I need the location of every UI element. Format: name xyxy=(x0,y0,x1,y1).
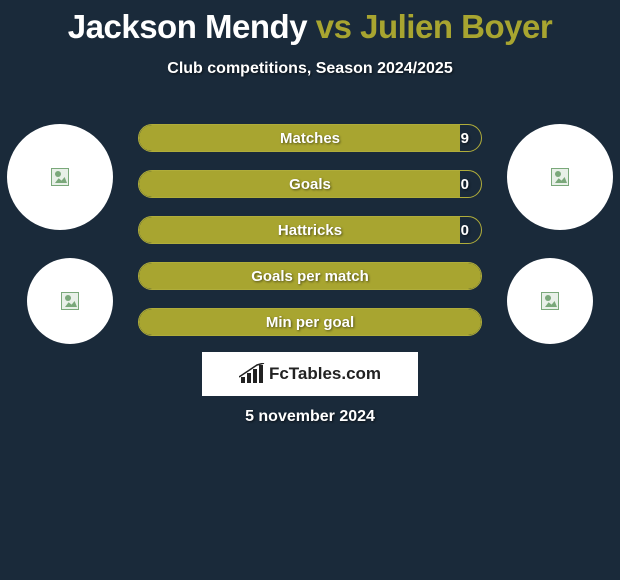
stat-bar-min-per-goal: Min per goal xyxy=(138,308,482,336)
stat-value: 0 xyxy=(461,222,469,239)
avatar-player1-primary xyxy=(7,124,113,230)
stat-bar-goals-per-match: Goals per match xyxy=(138,262,482,290)
date-text: 5 november 2024 xyxy=(0,408,620,426)
broken-image-icon xyxy=(551,168,569,186)
stat-bar-hattricks: Hattricks 0 xyxy=(138,216,482,244)
stat-bar-goals: Goals 0 xyxy=(138,170,482,198)
broken-image-icon xyxy=(51,168,69,186)
stat-bar-matches: Matches 9 xyxy=(138,124,482,152)
broken-image-icon xyxy=(541,292,559,310)
stat-label: Goals xyxy=(289,176,331,193)
vs-text: vs xyxy=(316,8,352,45)
brand-badge[interactable]: FcTables.com xyxy=(202,352,418,396)
stats-bars: Matches 9 Goals 0 Hattricks 0 Goals per … xyxy=(138,124,482,354)
avatar-player2-club xyxy=(507,258,593,344)
stat-value: 0 xyxy=(461,176,469,193)
comparison-title: Jackson Mendy vs Julien Boyer xyxy=(0,0,620,46)
stat-label: Hattricks xyxy=(278,222,342,239)
stat-label: Min per goal xyxy=(266,314,354,331)
stat-label: Goals per match xyxy=(251,268,369,285)
subtitle: Club competitions, Season 2024/2025 xyxy=(0,60,620,78)
bar-chart-icon xyxy=(239,363,265,385)
stat-value: 9 xyxy=(461,130,469,147)
avatar-player2-primary xyxy=(507,124,613,230)
player2-name: Julien Boyer xyxy=(360,8,552,45)
brand-text: FcTables.com xyxy=(269,364,381,384)
avatar-player1-club xyxy=(27,258,113,344)
broken-image-icon xyxy=(61,292,79,310)
player1-name: Jackson Mendy xyxy=(68,8,307,45)
stat-label: Matches xyxy=(280,130,340,147)
